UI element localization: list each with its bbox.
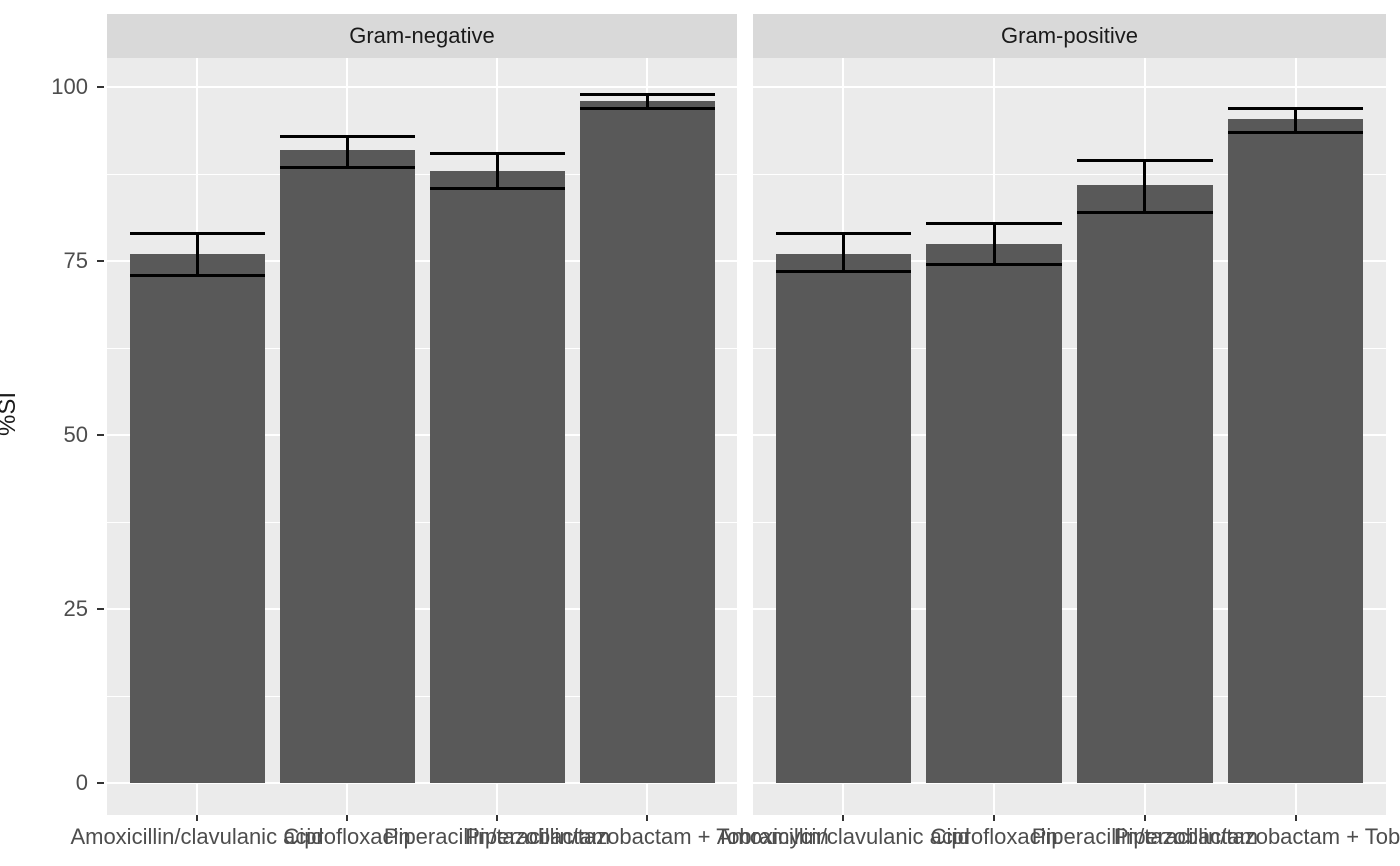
- y-tick-mark: [97, 608, 104, 611]
- x-tick-mark: [842, 815, 845, 821]
- bar: [926, 243, 1062, 783]
- error-bar-lower-cap: [926, 263, 1062, 267]
- plot-panel-gram-positive: [753, 58, 1386, 815]
- minor-gridline: [753, 696, 1386, 698]
- facet-strip-label: Gram-negative: [349, 23, 495, 48]
- bar: [1077, 184, 1213, 783]
- bar: [429, 170, 565, 783]
- minor-gridline: [107, 348, 737, 350]
- error-bar-lower-cap: [429, 186, 565, 190]
- x-tick-mark: [1294, 815, 1297, 821]
- error-bar-line: [1294, 108, 1298, 133]
- x-tick-mark: [346, 815, 348, 821]
- bar: [775, 254, 912, 783]
- minor-gridline: [753, 174, 1386, 176]
- error-bar-line: [992, 223, 996, 265]
- y-tick-mark: [97, 86, 104, 89]
- error-bar-lower-cap: [579, 106, 715, 110]
- x-tick-label: Ciprofloxacin: [930, 824, 1058, 849]
- error-bar-upper-cap: [775, 231, 912, 235]
- minor-gridline: [753, 522, 1386, 524]
- facet-strip-label: Gram-positive: [1001, 23, 1138, 48]
- x-tick-label: Amoxicillin/clavulanic acid: [716, 824, 970, 849]
- error-bar-upper-cap: [579, 92, 715, 96]
- x-tick-label: Piperacillin/tazobactam + Tobramycin: [1113, 824, 1400, 849]
- y-tick-label: 75: [63, 248, 88, 274]
- x-tick-mark: [646, 815, 648, 821]
- x-tick-mark: [1143, 815, 1146, 821]
- y-axis-title: %SI: [0, 391, 21, 436]
- error-bar-line: [645, 94, 649, 109]
- x-tick-label: Piperacillin/tazobactam + Tobramycin: [465, 824, 829, 849]
- plot-panel-gram-negative: [107, 58, 737, 815]
- error-bar-lower-cap: [1077, 211, 1213, 215]
- minor-gridline: [753, 348, 1386, 350]
- x-tick-label: Amoxicillin/clavulanic acid: [70, 824, 324, 849]
- error-bar-line: [195, 233, 199, 276]
- error-bar-line: [495, 153, 499, 189]
- x-tick-label: Piperacillin/tazobactam: [383, 824, 611, 849]
- major-gridline: [107, 434, 737, 437]
- error-bar-line: [345, 136, 349, 168]
- error-bar-upper-cap: [926, 221, 1062, 225]
- major-gridline: [107, 260, 737, 263]
- error-bar-upper-cap: [279, 134, 415, 138]
- major-gridline: [753, 260, 1386, 263]
- major-gridline: [753, 782, 1386, 784]
- y-tick-mark: [97, 260, 104, 263]
- error-bar-line: [841, 233, 845, 272]
- minor-gridline: [107, 522, 737, 524]
- y-tick-mark: [97, 434, 104, 437]
- major-gridline: [107, 608, 737, 611]
- error-bar-upper-cap: [429, 151, 565, 155]
- bar: [129, 254, 265, 783]
- error-bar-lower-cap: [1227, 131, 1364, 135]
- error-bar-lower-cap: [129, 273, 265, 277]
- major-gridline: [753, 86, 1386, 89]
- y-tick-label: 0: [75, 770, 88, 795]
- x-tick-mark: [196, 815, 198, 821]
- y-tick-label: 100: [51, 74, 88, 100]
- y-tick-label: 25: [63, 596, 88, 622]
- error-bar-lower-cap: [775, 270, 912, 274]
- facet-strip-gram-negative: Gram-negative: [107, 14, 737, 58]
- bar: [579, 101, 715, 783]
- x-tick-mark: [496, 815, 498, 821]
- error-bar-lower-cap: [279, 165, 415, 169]
- minor-gridline: [107, 696, 737, 698]
- error-bar-line: [1143, 160, 1147, 213]
- x-tick-label: Piperacillin/tazobactam: [1031, 824, 1258, 849]
- bar: [279, 150, 415, 783]
- x-tick-mark: [993, 815, 996, 821]
- bar: [1227, 118, 1364, 783]
- y-tick-mark: [97, 782, 104, 784]
- y-tick-label: 50: [63, 422, 88, 448]
- minor-gridline: [107, 174, 737, 176]
- major-gridline: [107, 782, 737, 784]
- major-gridline: [107, 86, 737, 89]
- major-gridline: [753, 434, 1386, 437]
- x-tick-label: Ciprofloxacin: [283, 824, 411, 849]
- major-gridline: [753, 608, 1386, 611]
- error-bar-upper-cap: [1077, 158, 1213, 162]
- facet-strip-gram-positive: Gram-positive: [753, 14, 1386, 58]
- error-bar-upper-cap: [1227, 106, 1364, 110]
- error-bar-upper-cap: [129, 231, 265, 235]
